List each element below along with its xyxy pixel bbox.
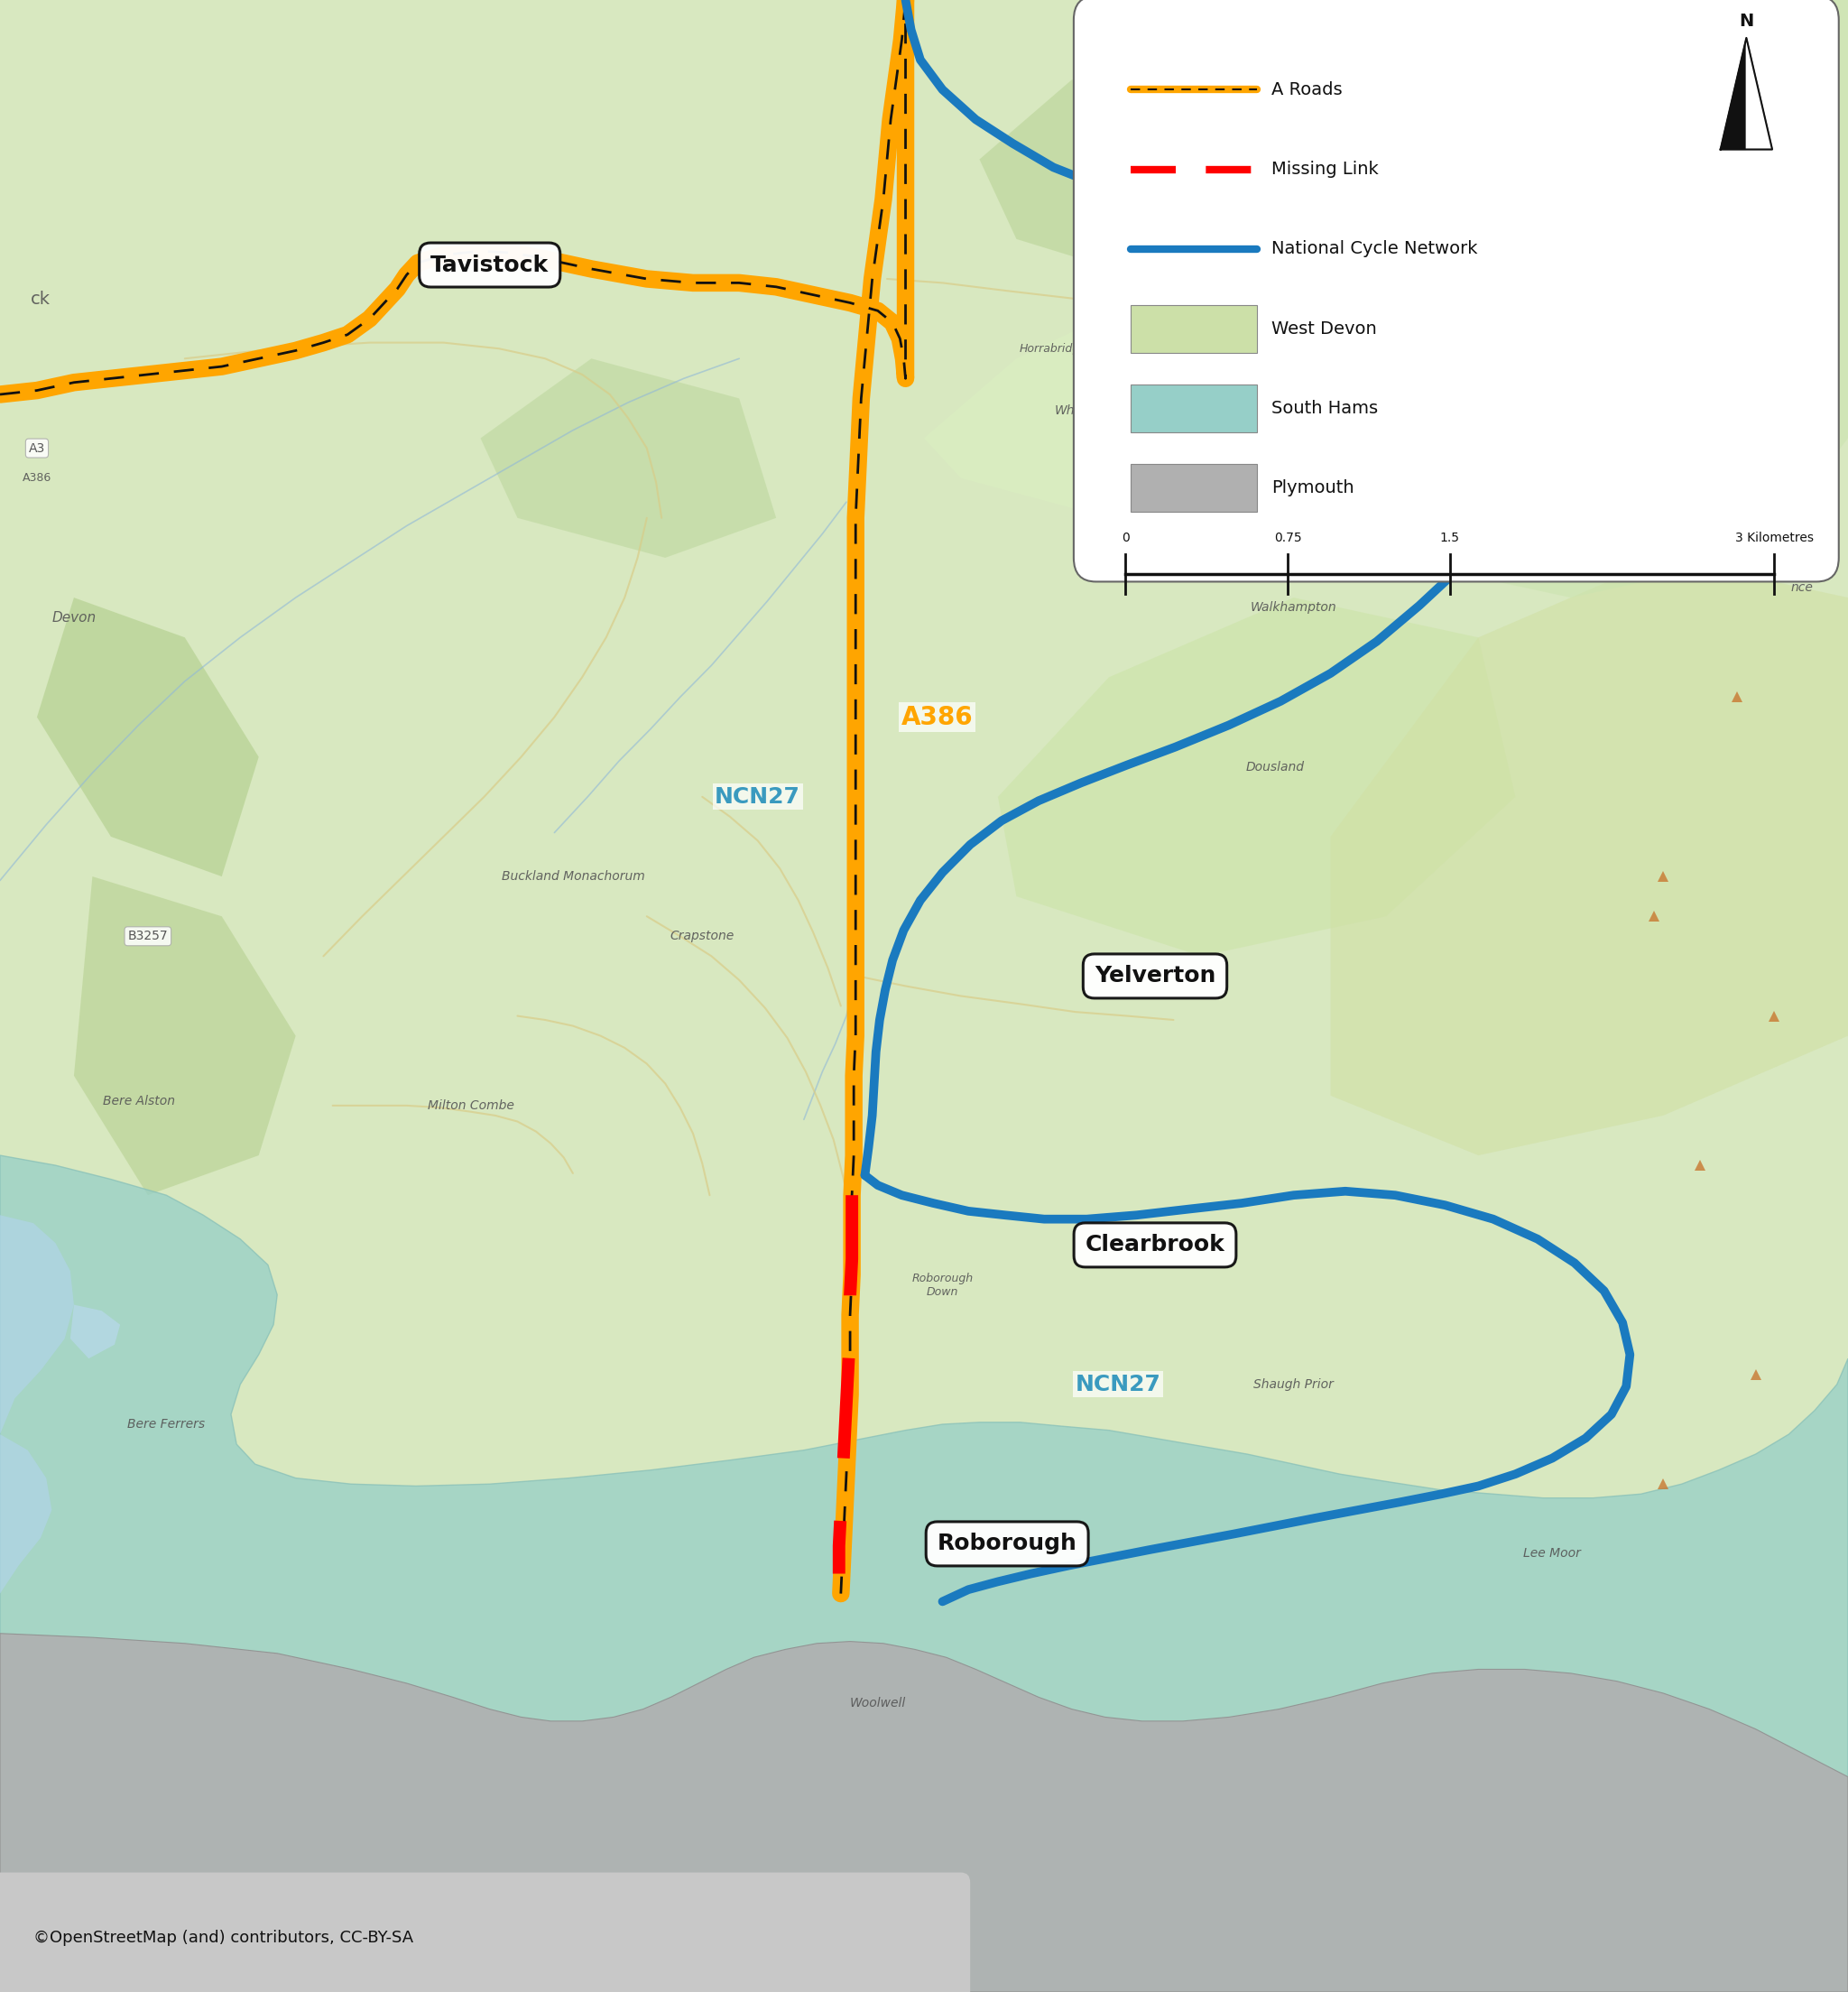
Polygon shape [0, 1155, 1848, 1992]
Polygon shape [70, 1305, 120, 1359]
Text: B3257: B3257 [128, 930, 168, 942]
Text: N: N [1739, 12, 1754, 30]
Text: ck: ck [31, 291, 50, 307]
Polygon shape [37, 598, 259, 876]
Text: Whitchurch
Down: Whitchurch Down [1055, 404, 1125, 432]
Polygon shape [0, 1633, 1848, 1992]
Text: South Hams: South Hams [1271, 400, 1379, 416]
Polygon shape [1746, 38, 1772, 149]
Text: A386: A386 [22, 472, 52, 484]
Polygon shape [0, 1215, 74, 1434]
Polygon shape [998, 598, 1515, 956]
Polygon shape [480, 359, 776, 558]
Text: Lee Moor: Lee Moor [1523, 1548, 1582, 1560]
Text: Milton Combe: Milton Combe [429, 1100, 514, 1112]
Text: Missing Link: Missing Link [1271, 161, 1379, 177]
Polygon shape [1072, 80, 1626, 518]
Text: 1.5: 1.5 [1440, 532, 1460, 544]
Text: Buckland Monachorum: Buckland Monachorum [501, 871, 645, 882]
Text: Tavistock: Tavistock [431, 255, 549, 275]
Text: 0: 0 [1122, 532, 1129, 544]
Text: Bere Ferrers: Bere Ferrers [128, 1418, 205, 1430]
Text: Yelverton: Yelverton [1094, 966, 1216, 986]
Text: Horrabridge: Horrabridge [1020, 343, 1087, 355]
Text: A386: A386 [902, 705, 972, 729]
Polygon shape [0, 1434, 52, 1594]
FancyBboxPatch shape [1131, 464, 1257, 512]
Text: Woolwell: Woolwell [850, 1697, 906, 1709]
Text: NCN27: NCN27 [1076, 1374, 1161, 1394]
Text: West Devon: West Devon [1271, 321, 1377, 337]
Text: nce: nce [1791, 582, 1813, 594]
Polygon shape [1720, 38, 1772, 149]
Polygon shape [979, 80, 1257, 279]
Text: A Roads: A Roads [1271, 82, 1342, 98]
Text: Dousland: Dousland [1246, 761, 1305, 773]
FancyBboxPatch shape [1131, 305, 1257, 353]
Text: 0.75: 0.75 [1273, 532, 1301, 544]
FancyBboxPatch shape [0, 1872, 970, 1992]
Polygon shape [74, 876, 296, 1195]
Text: Bere Alston: Bere Alston [102, 1096, 176, 1108]
Text: Devon: Devon [52, 612, 96, 623]
FancyBboxPatch shape [1131, 384, 1257, 432]
Text: Shaugh Prior: Shaugh Prior [1253, 1378, 1334, 1390]
Text: ©OpenStreetMap (and) contributors, CC-BY-SA: ©OpenStreetMap (and) contributors, CC-BY… [33, 1930, 414, 1946]
Polygon shape [1386, 0, 1848, 598]
Text: Plymouth: Plymouth [1271, 480, 1355, 496]
Text: NCN27: NCN27 [715, 787, 800, 807]
Polygon shape [1331, 558, 1848, 1155]
Text: National Cycle Network: National Cycle Network [1271, 241, 1478, 257]
Polygon shape [924, 279, 1478, 558]
Text: B3357: B3357 [1292, 253, 1332, 265]
Text: A3: A3 [30, 442, 44, 454]
Text: Roborough
Down: Roborough Down [911, 1273, 974, 1297]
Text: 3 Kilometres: 3 Kilometres [1735, 532, 1813, 544]
Text: Clearbrook: Clearbrook [1085, 1235, 1225, 1255]
Text: Roborough: Roborough [937, 1534, 1077, 1554]
FancyBboxPatch shape [1074, 0, 1839, 582]
Text: Crapstone: Crapstone [671, 930, 734, 942]
Text: Walkhampton: Walkhampton [1251, 602, 1336, 614]
